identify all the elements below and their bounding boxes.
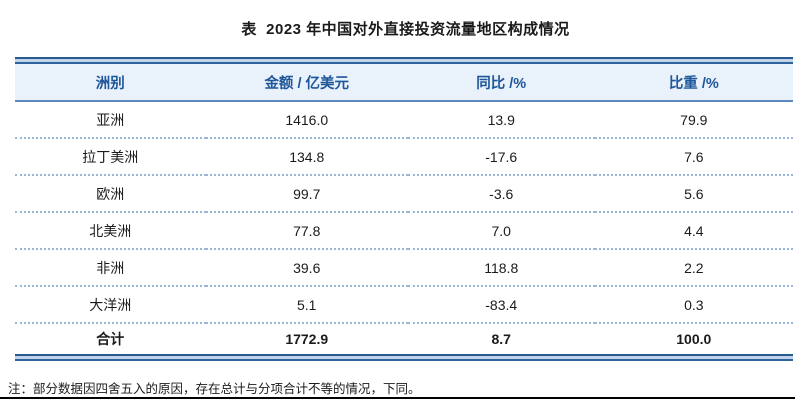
cell-yoy: 7.0 <box>407 212 595 250</box>
cell-share: 79.9 <box>594 101 793 139</box>
cell-amount: 39.6 <box>205 249 408 287</box>
cell-yoy: -83.4 <box>407 286 595 324</box>
investment-table: 洲别 金额 / 亿美元 同比 /% 比重 /% 亚洲 1416.0 13.9 7… <box>15 57 793 361</box>
cell-region: 非洲 <box>15 249 206 287</box>
cell-total-amount: 1772.9 <box>285 331 329 347</box>
cell-amount: 5.1 <box>205 286 408 324</box>
cell-yoy: -17.6 <box>407 138 595 176</box>
col-header-share: 比重 /% <box>594 64 793 102</box>
cell-total-share: 100.0 <box>676 331 712 347</box>
cell-share: 2.2 <box>594 249 793 287</box>
cell-yoy: -3.6 <box>407 175 595 213</box>
cell-region: 北美洲 <box>15 212 206 250</box>
col-header-yoy: 同比 /% <box>407 64 595 102</box>
cell-share: 5.6 <box>594 175 793 213</box>
cell-region: 欧洲 <box>15 175 206 213</box>
cell-region: 亚洲 <box>15 101 206 139</box>
page-bottom-rule <box>0 397 795 399</box>
table-total-row: 合计 1772.9 8.7 100.0 <box>15 323 793 354</box>
cell-yoy: 13.9 <box>407 101 595 139</box>
table-top-double-border <box>15 57 793 64</box>
table-bottom-double-border <box>15 354 793 361</box>
investment-data-table: 洲别 金额 / 亿美元 同比 /% 比重 /% 亚洲 1416.0 13.9 7… <box>15 64 793 354</box>
cell-region: 大洋洲 <box>15 286 206 324</box>
cell-total-label: 合计 <box>96 331 125 347</box>
table-title: 表 2023 年中国对外直接投资流量地区构成情况 <box>241 21 570 38</box>
table-row: 亚洲 1416.0 13.9 79.9 <box>15 101 793 139</box>
footnote: 注：部分数据因四舍五入的原因，存在总计与分项合计不等的情况，下同。 <box>8 382 421 396</box>
cell-region: 拉丁美洲 <box>15 138 206 176</box>
table-body: 亚洲 1416.0 13.9 79.9 拉丁美洲 134.8 -17.6 7.6… <box>15 101 793 354</box>
cell-total-yoy: 8.7 <box>491 331 511 347</box>
table-header: 洲别 金额 / 亿美元 同比 /% 比重 /% <box>15 64 793 102</box>
table-row: 非洲 39.6 118.8 2.2 <box>15 249 793 287</box>
cell-amount: 77.8 <box>205 212 408 250</box>
col-header-region: 洲别 <box>15 64 206 102</box>
table-row: 大洋洲 5.1 -83.4 0.3 <box>15 286 793 324</box>
cell-share: 7.6 <box>594 138 793 176</box>
cell-amount: 99.7 <box>205 175 408 213</box>
cell-share: 0.3 <box>594 286 793 324</box>
table-row: 欧洲 99.7 -3.6 5.6 <box>15 175 793 213</box>
cell-share: 4.4 <box>594 212 793 250</box>
cell-yoy: 118.8 <box>407 249 595 287</box>
col-header-amount: 金额 / 亿美元 <box>205 64 408 102</box>
cell-amount: 134.8 <box>205 138 408 176</box>
header-row: 洲别 金额 / 亿美元 同比 /% 比重 /% <box>15 64 793 102</box>
table-row: 北美洲 77.8 7.0 4.4 <box>15 212 793 250</box>
table-row: 拉丁美洲 134.8 -17.6 7.6 <box>15 138 793 176</box>
cell-amount: 1416.0 <box>205 101 408 139</box>
